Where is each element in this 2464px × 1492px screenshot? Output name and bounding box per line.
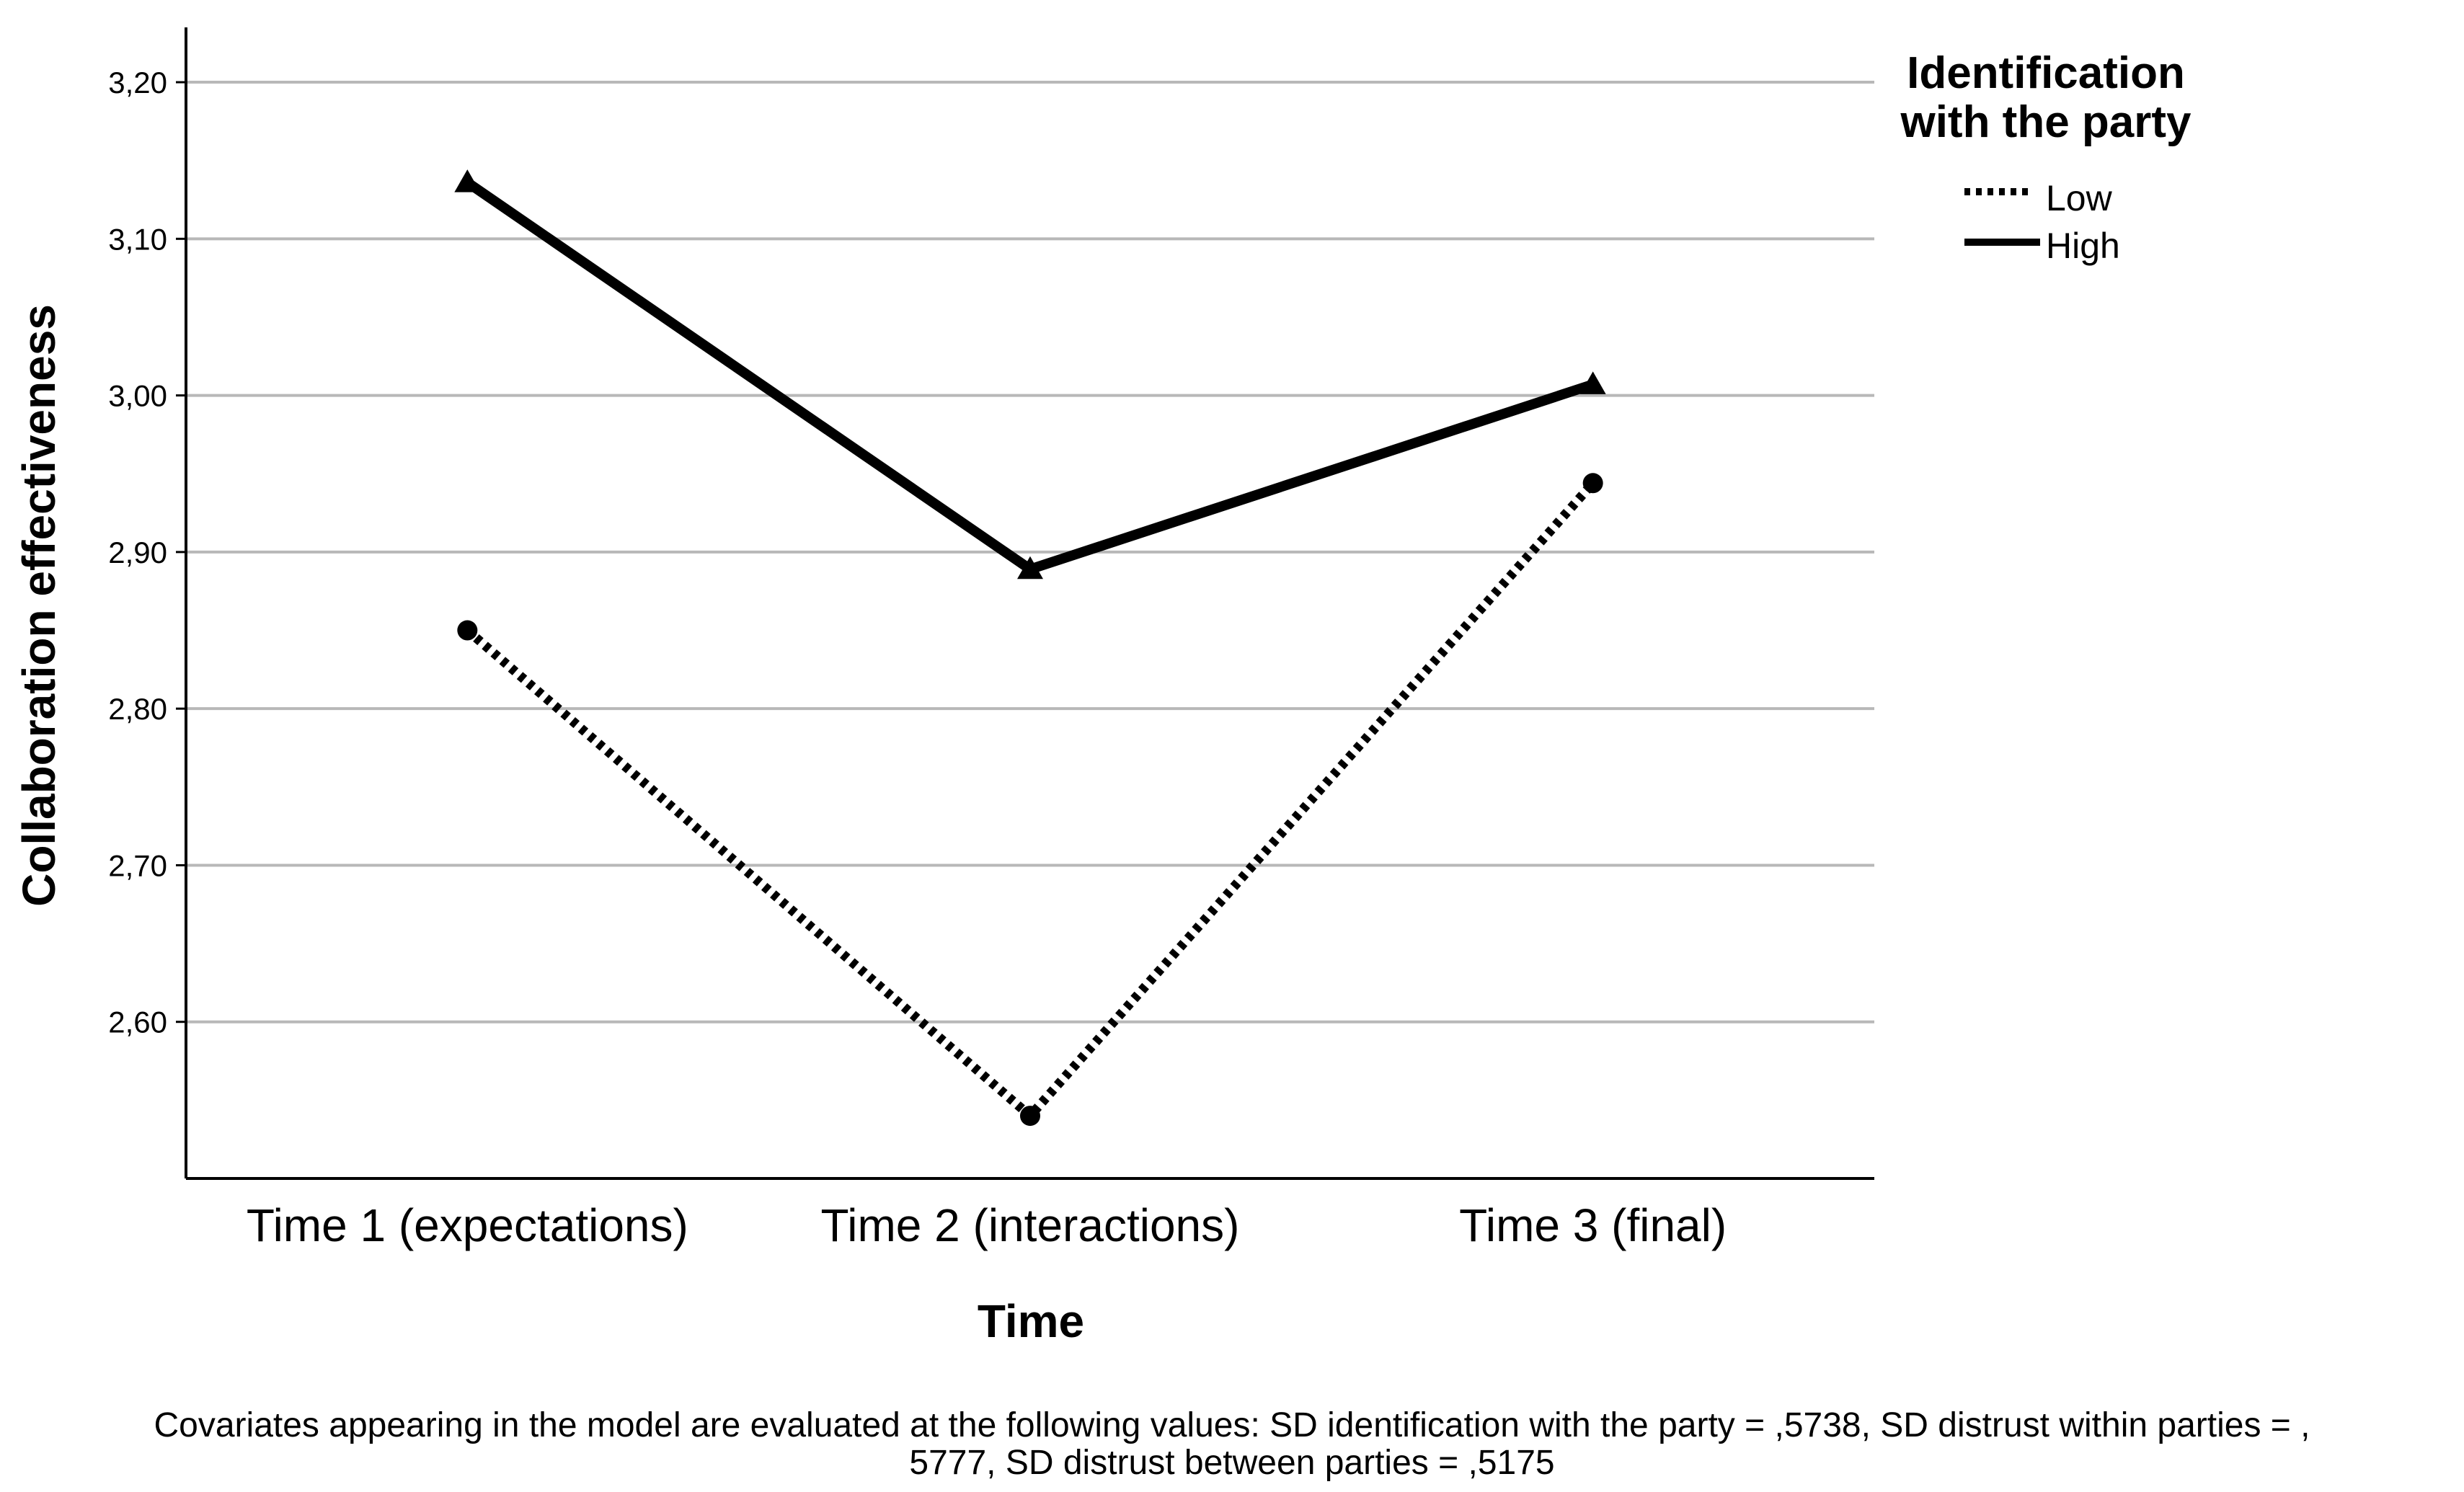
x-category-label: Time 1 (expectations): [247, 1199, 688, 1251]
axes: [176, 27, 1874, 1180]
x-category-label: Time 3 (final): [1459, 1199, 1727, 1251]
gridlines: [186, 81, 1874, 1023]
x-category-label: Time 2 (interactions): [821, 1199, 1240, 1251]
legend-label-low: Low: [2046, 178, 2113, 218]
footnote-line-2: 5777, SD distrust between parties = ,517…: [909, 1444, 1554, 1482]
data-point-low: [1582, 473, 1603, 494]
y-tick-label: 2,60: [108, 1005, 167, 1039]
data-point-low: [457, 620, 478, 641]
y-tick-label: 3,10: [108, 222, 167, 256]
legend: Identification with the party Low High: [1900, 48, 2192, 266]
y-tick-label: 3,20: [108, 66, 167, 99]
data-point-high: [454, 169, 481, 192]
legend-label-high: High: [2046, 226, 2120, 266]
data-point-high: [1579, 371, 1606, 394]
y-axis-title: Collaboration effectiveness: [13, 304, 65, 907]
x-category-labels: Time 1 (expectations) Time 2 (interaction…: [247, 1199, 1727, 1251]
y-tick-label: 3,00: [108, 379, 167, 413]
footnote-line-1: Covariates appearing in the model are ev…: [154, 1406, 2310, 1444]
footnote: Covariates appearing in the model are ev…: [154, 1406, 2310, 1482]
y-tick-label: 2,80: [108, 692, 167, 726]
legend-title-line-1: Identification: [1907, 48, 2185, 98]
data-point-high: [1017, 556, 1043, 580]
y-tick-labels: 3,20 3,10 3,00 2,90 2,80 2,70 2,60: [108, 66, 167, 1039]
data-point-low: [1020, 1106, 1040, 1127]
legend-title-line-2: with the party: [1900, 97, 2192, 147]
y-tick-label: 2,90: [108, 536, 167, 569]
x-axis-title: Time: [978, 1295, 1084, 1347]
y-tick-label: 2,70: [108, 848, 167, 882]
data-series: [454, 169, 1606, 1127]
